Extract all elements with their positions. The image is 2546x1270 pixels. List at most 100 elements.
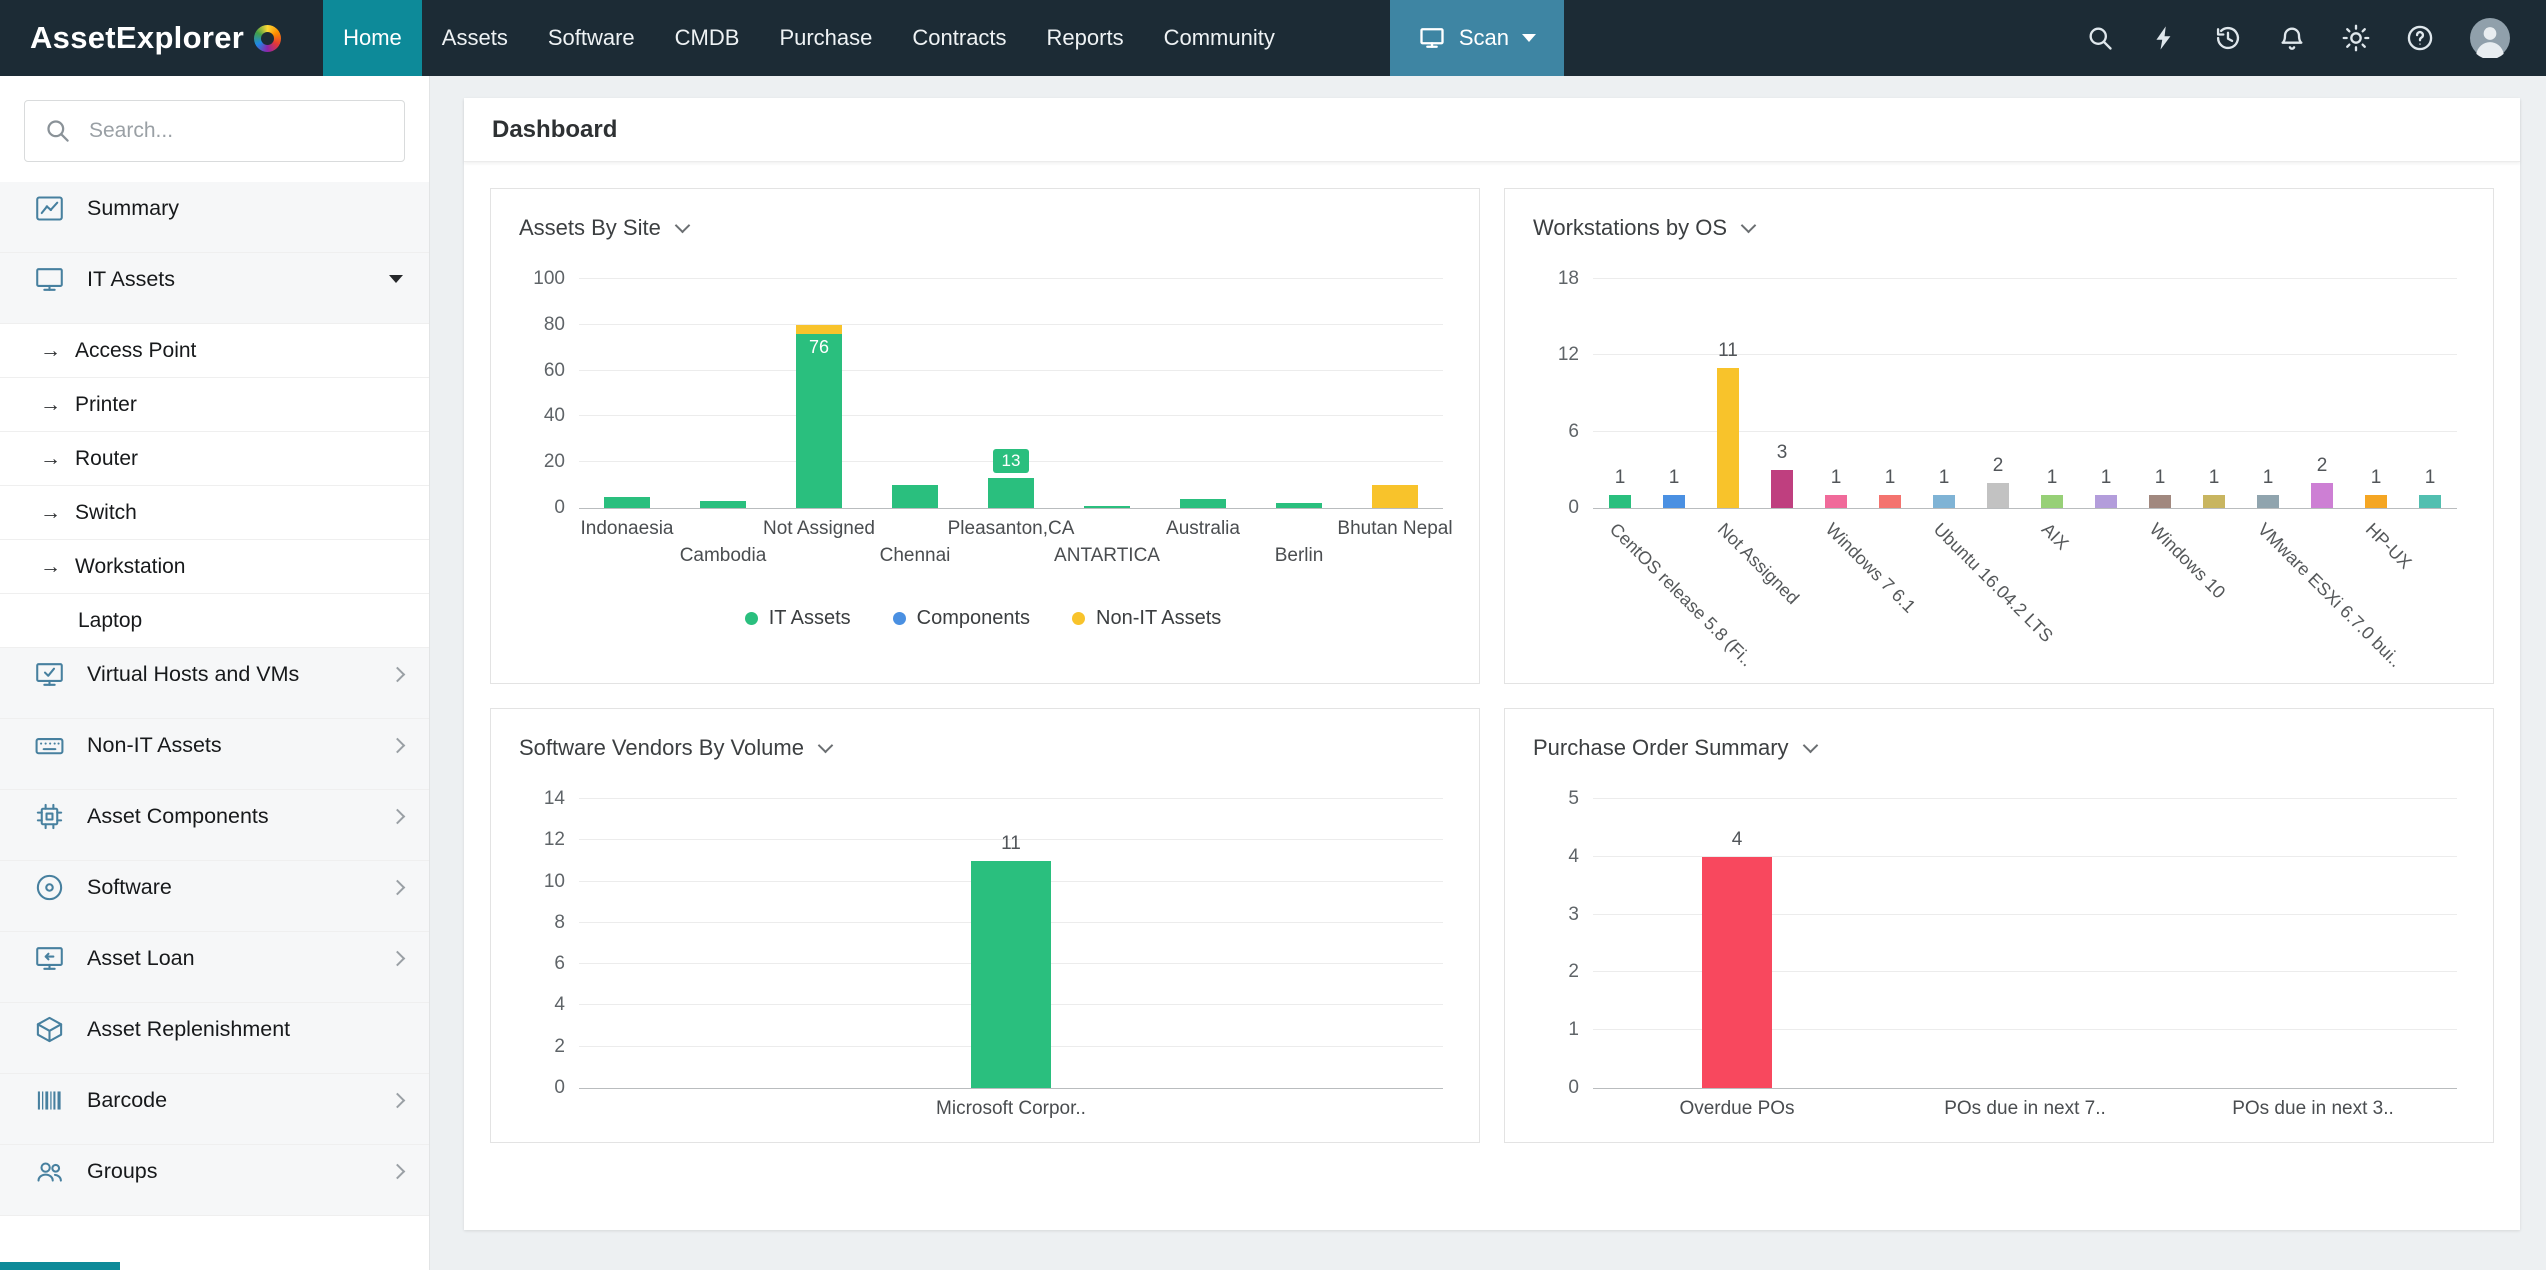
x-axis-slot xyxy=(2079,509,2133,661)
sidebar-item-software[interactable]: Software xyxy=(0,861,429,932)
arrow-right-icon: → xyxy=(40,555,61,579)
sidebar-item-groups[interactable]: Groups xyxy=(0,1145,429,1216)
nav-item-reports[interactable]: Reports xyxy=(1027,0,1144,76)
sidebar-item-access-point[interactable]: →Access Point xyxy=(0,324,429,378)
sidebar-item-label: Barcode xyxy=(87,1088,167,1113)
legend-item-components[interactable]: Components xyxy=(893,607,1030,630)
chevron-down-icon[interactable] xyxy=(1802,738,1818,754)
sidebar-item-label: Asset Replenishment xyxy=(87,1017,290,1042)
bar-rect xyxy=(1987,483,2009,508)
bar-segment xyxy=(1702,857,1772,1088)
chevron-down-icon[interactable] xyxy=(675,218,691,234)
x-axis-label: ANTARTICA xyxy=(1054,545,1160,567)
x-axis-slot: Windows 10 xyxy=(2133,509,2187,661)
bar-segment: 76 xyxy=(796,334,842,508)
sidebar-item-non-it-assets[interactable]: Non-IT Assets xyxy=(0,719,429,790)
legend-item-it-assets[interactable]: IT Assets xyxy=(745,607,851,630)
lightning-icon[interactable] xyxy=(2150,24,2178,52)
sidebar-item-label: Virtual Hosts and VMs xyxy=(87,662,299,687)
bar-segment xyxy=(2203,495,2225,508)
chevron-right-icon xyxy=(390,1163,406,1179)
sidebar-item-printer[interactable]: →Printer xyxy=(0,378,429,432)
plot-area: 0204060801007613 xyxy=(579,279,1443,509)
user-avatar[interactable] xyxy=(2470,18,2510,58)
bar-windows-7-6-1: 1 xyxy=(1809,279,1863,508)
app-logo[interactable]: AssetExplorer xyxy=(0,0,323,76)
nav-item-home[interactable]: Home xyxy=(323,0,422,76)
bar-rect: 76 xyxy=(796,325,842,508)
scrollbar-horizontal-thumb[interactable] xyxy=(0,1262,120,1270)
legend-label: Components xyxy=(917,607,1030,630)
sidebar-item-summary[interactable]: Summary xyxy=(0,182,429,253)
y-axis-tick: 60 xyxy=(501,361,565,381)
bar-not-assigned: 76 xyxy=(771,279,867,508)
bar-rect xyxy=(1084,506,1130,508)
sidebar-item-it-assets[interactable]: IT Assets xyxy=(0,253,429,324)
chevron-down-icon[interactable] xyxy=(1741,218,1757,234)
y-axis-tick: 6 xyxy=(1515,422,1579,442)
sidebar-item-label: Laptop xyxy=(78,609,142,633)
y-axis-tick: 5 xyxy=(1515,789,1579,809)
sidebar-item-laptop[interactable]: Laptop xyxy=(0,594,429,648)
sidebar-item-label: Router xyxy=(75,447,138,471)
y-axis-tick: 3 xyxy=(1515,905,1579,925)
bar-rect xyxy=(1663,495,1685,508)
scan-button[interactable]: Scan xyxy=(1390,0,1564,76)
bar-value-label: 1 xyxy=(2155,467,2166,489)
y-axis-tick: 0 xyxy=(501,498,565,518)
bar-segment xyxy=(2041,495,2063,508)
x-axis-labels: Overdue POsPOs due in next 7..POs due in… xyxy=(1593,1089,2457,1120)
legend-label: Non-IT Assets xyxy=(1096,607,1221,630)
x-axis-slot xyxy=(2295,509,2349,661)
nav-item-purchase[interactable]: Purchase xyxy=(759,0,892,76)
nav-item-software[interactable]: Software xyxy=(528,0,655,76)
barcode-icon xyxy=(34,1085,65,1116)
x-axis-labels: CentOS release 5.8 (Fi..Not AssignedWind… xyxy=(1593,509,2457,661)
sidebar-item-asset-components[interactable]: Asset Components xyxy=(0,790,429,861)
sidebar-item-router[interactable]: →Router xyxy=(0,432,429,486)
settings-icon[interactable] xyxy=(2342,24,2370,52)
bar-segment xyxy=(1084,506,1130,508)
sidebar-item-barcode[interactable]: Barcode xyxy=(0,1074,429,1145)
notifications-icon[interactable] xyxy=(2278,24,2306,52)
bar-segment xyxy=(1879,495,1901,508)
help-icon[interactable] xyxy=(2406,24,2434,52)
bar-segment xyxy=(1987,483,2009,508)
arrow-right-icon: → xyxy=(40,501,61,525)
nav-item-cmdb[interactable]: CMDB xyxy=(655,0,760,76)
bar-value-label: 1 xyxy=(1885,467,1896,489)
chart-legend: IT Assets Components Non-IT Assets xyxy=(523,607,1443,630)
bar-not-assigned: 11 xyxy=(1701,279,1755,508)
chart-assets-by-site: 0204060801007613IndonaesiaCambodiaNot As… xyxy=(491,249,1479,652)
chevron-right-icon xyxy=(390,737,406,753)
x-axis-label: Indonaesia xyxy=(581,518,674,540)
bar-rect xyxy=(1879,495,1901,508)
sidebar-item-virtual-hosts-and-vms[interactable]: Virtual Hosts and VMs xyxy=(0,648,429,719)
search-icon[interactable] xyxy=(2086,24,2114,52)
x-axis-slot xyxy=(2187,509,2241,661)
x-axis-label: POs due in next 7.. xyxy=(1944,1098,2106,1120)
chevron-down-icon[interactable] xyxy=(818,738,834,754)
sidebar-item-workstation[interactable]: →Workstation xyxy=(0,540,429,594)
sidebar-search-input[interactable] xyxy=(24,100,405,162)
sidebar-item-asset-loan[interactable]: Asset Loan xyxy=(0,932,429,1003)
chevron-right-icon xyxy=(390,808,406,824)
nav-item-assets[interactable]: Assets xyxy=(422,0,528,76)
bar-segment xyxy=(2257,495,2279,508)
sidebar-item-switch[interactable]: →Switch xyxy=(0,486,429,540)
bar-hp-ux: 1 xyxy=(2349,279,2403,508)
bar-value-label: 1 xyxy=(2263,467,2274,489)
sidebar-item-label: IT Assets xyxy=(87,267,175,292)
bar-segment xyxy=(1825,495,1847,508)
legend-item-non-it-assets[interactable]: Non-IT Assets xyxy=(1072,607,1221,630)
y-axis-tick: 40 xyxy=(501,406,565,426)
x-axis-slot xyxy=(2403,509,2457,661)
nav-item-contracts[interactable]: Contracts xyxy=(892,0,1026,76)
bar-chennai xyxy=(867,279,963,508)
sidebar-item-asset-replenishment[interactable]: Asset Replenishment xyxy=(0,1003,429,1074)
history-icon[interactable] xyxy=(2214,24,2242,52)
nav-item-community[interactable]: Community xyxy=(1144,0,1295,76)
bar-pleasanton-ca: 13 xyxy=(963,279,1059,508)
bar-segment xyxy=(1609,495,1631,508)
caret-down-icon[interactable] xyxy=(389,275,403,283)
